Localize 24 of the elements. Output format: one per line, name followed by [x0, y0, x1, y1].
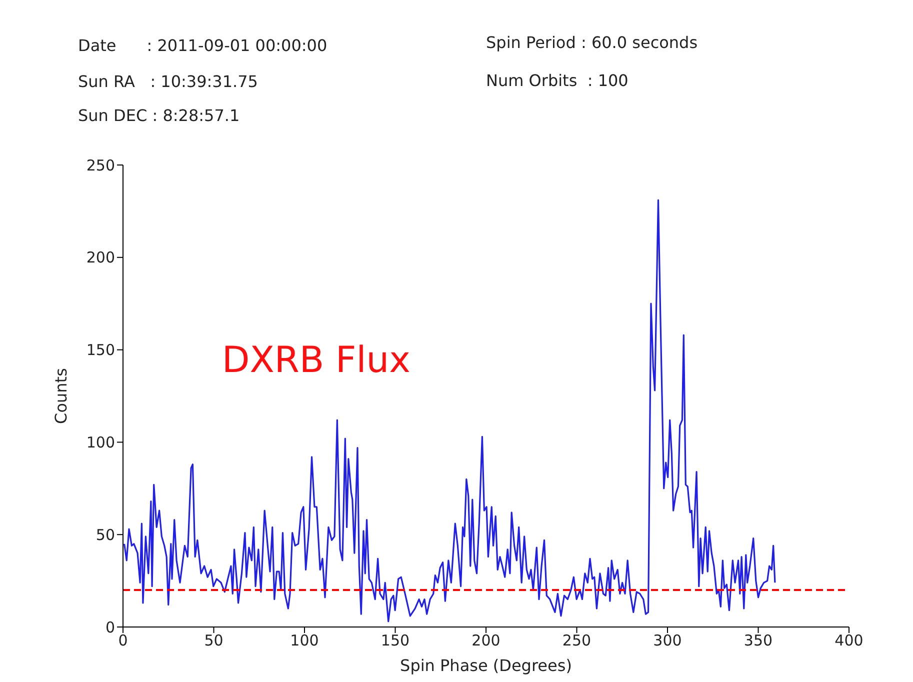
annotation: DXRB Flux [222, 340, 410, 381]
y-axis-title: Counts [52, 368, 71, 424]
x-axis-title: Spin Phase (Degrees) [400, 656, 572, 675]
line-series [123, 199, 776, 622]
text: Sun RA : 10:39:31.75 [78, 72, 258, 91]
x-tick-label: 400 [834, 632, 864, 650]
text: Sun DEC : 8:28:57.1 [78, 106, 240, 125]
text: Num Orbits : 100 [486, 71, 628, 90]
text: Spin Period : 60.0 seconds [486, 33, 698, 52]
x-tick-label: 200 [472, 632, 500, 650]
y-tick-label: 100 [86, 434, 115, 452]
y-tick-label: 200 [86, 248, 115, 267]
y-tick-label: 150 [86, 341, 115, 360]
x-tick-label: 350 [744, 632, 773, 650]
y-tick-label: 50 [96, 526, 115, 544]
x-tick-label: 300 [653, 632, 682, 650]
x-tick-label: 100 [290, 632, 319, 650]
text: Date : 2011-09-01 00:00:00 [78, 36, 328, 55]
x-tick-label: 250 [562, 632, 592, 650]
y-tick-label: 0 [105, 618, 115, 636]
x-tick-label: 50 [204, 632, 224, 650]
x-tick-label: 0 [118, 632, 128, 650]
y-tick-label: 250 [86, 156, 115, 174]
x-tick-label: 150 [380, 632, 410, 650]
